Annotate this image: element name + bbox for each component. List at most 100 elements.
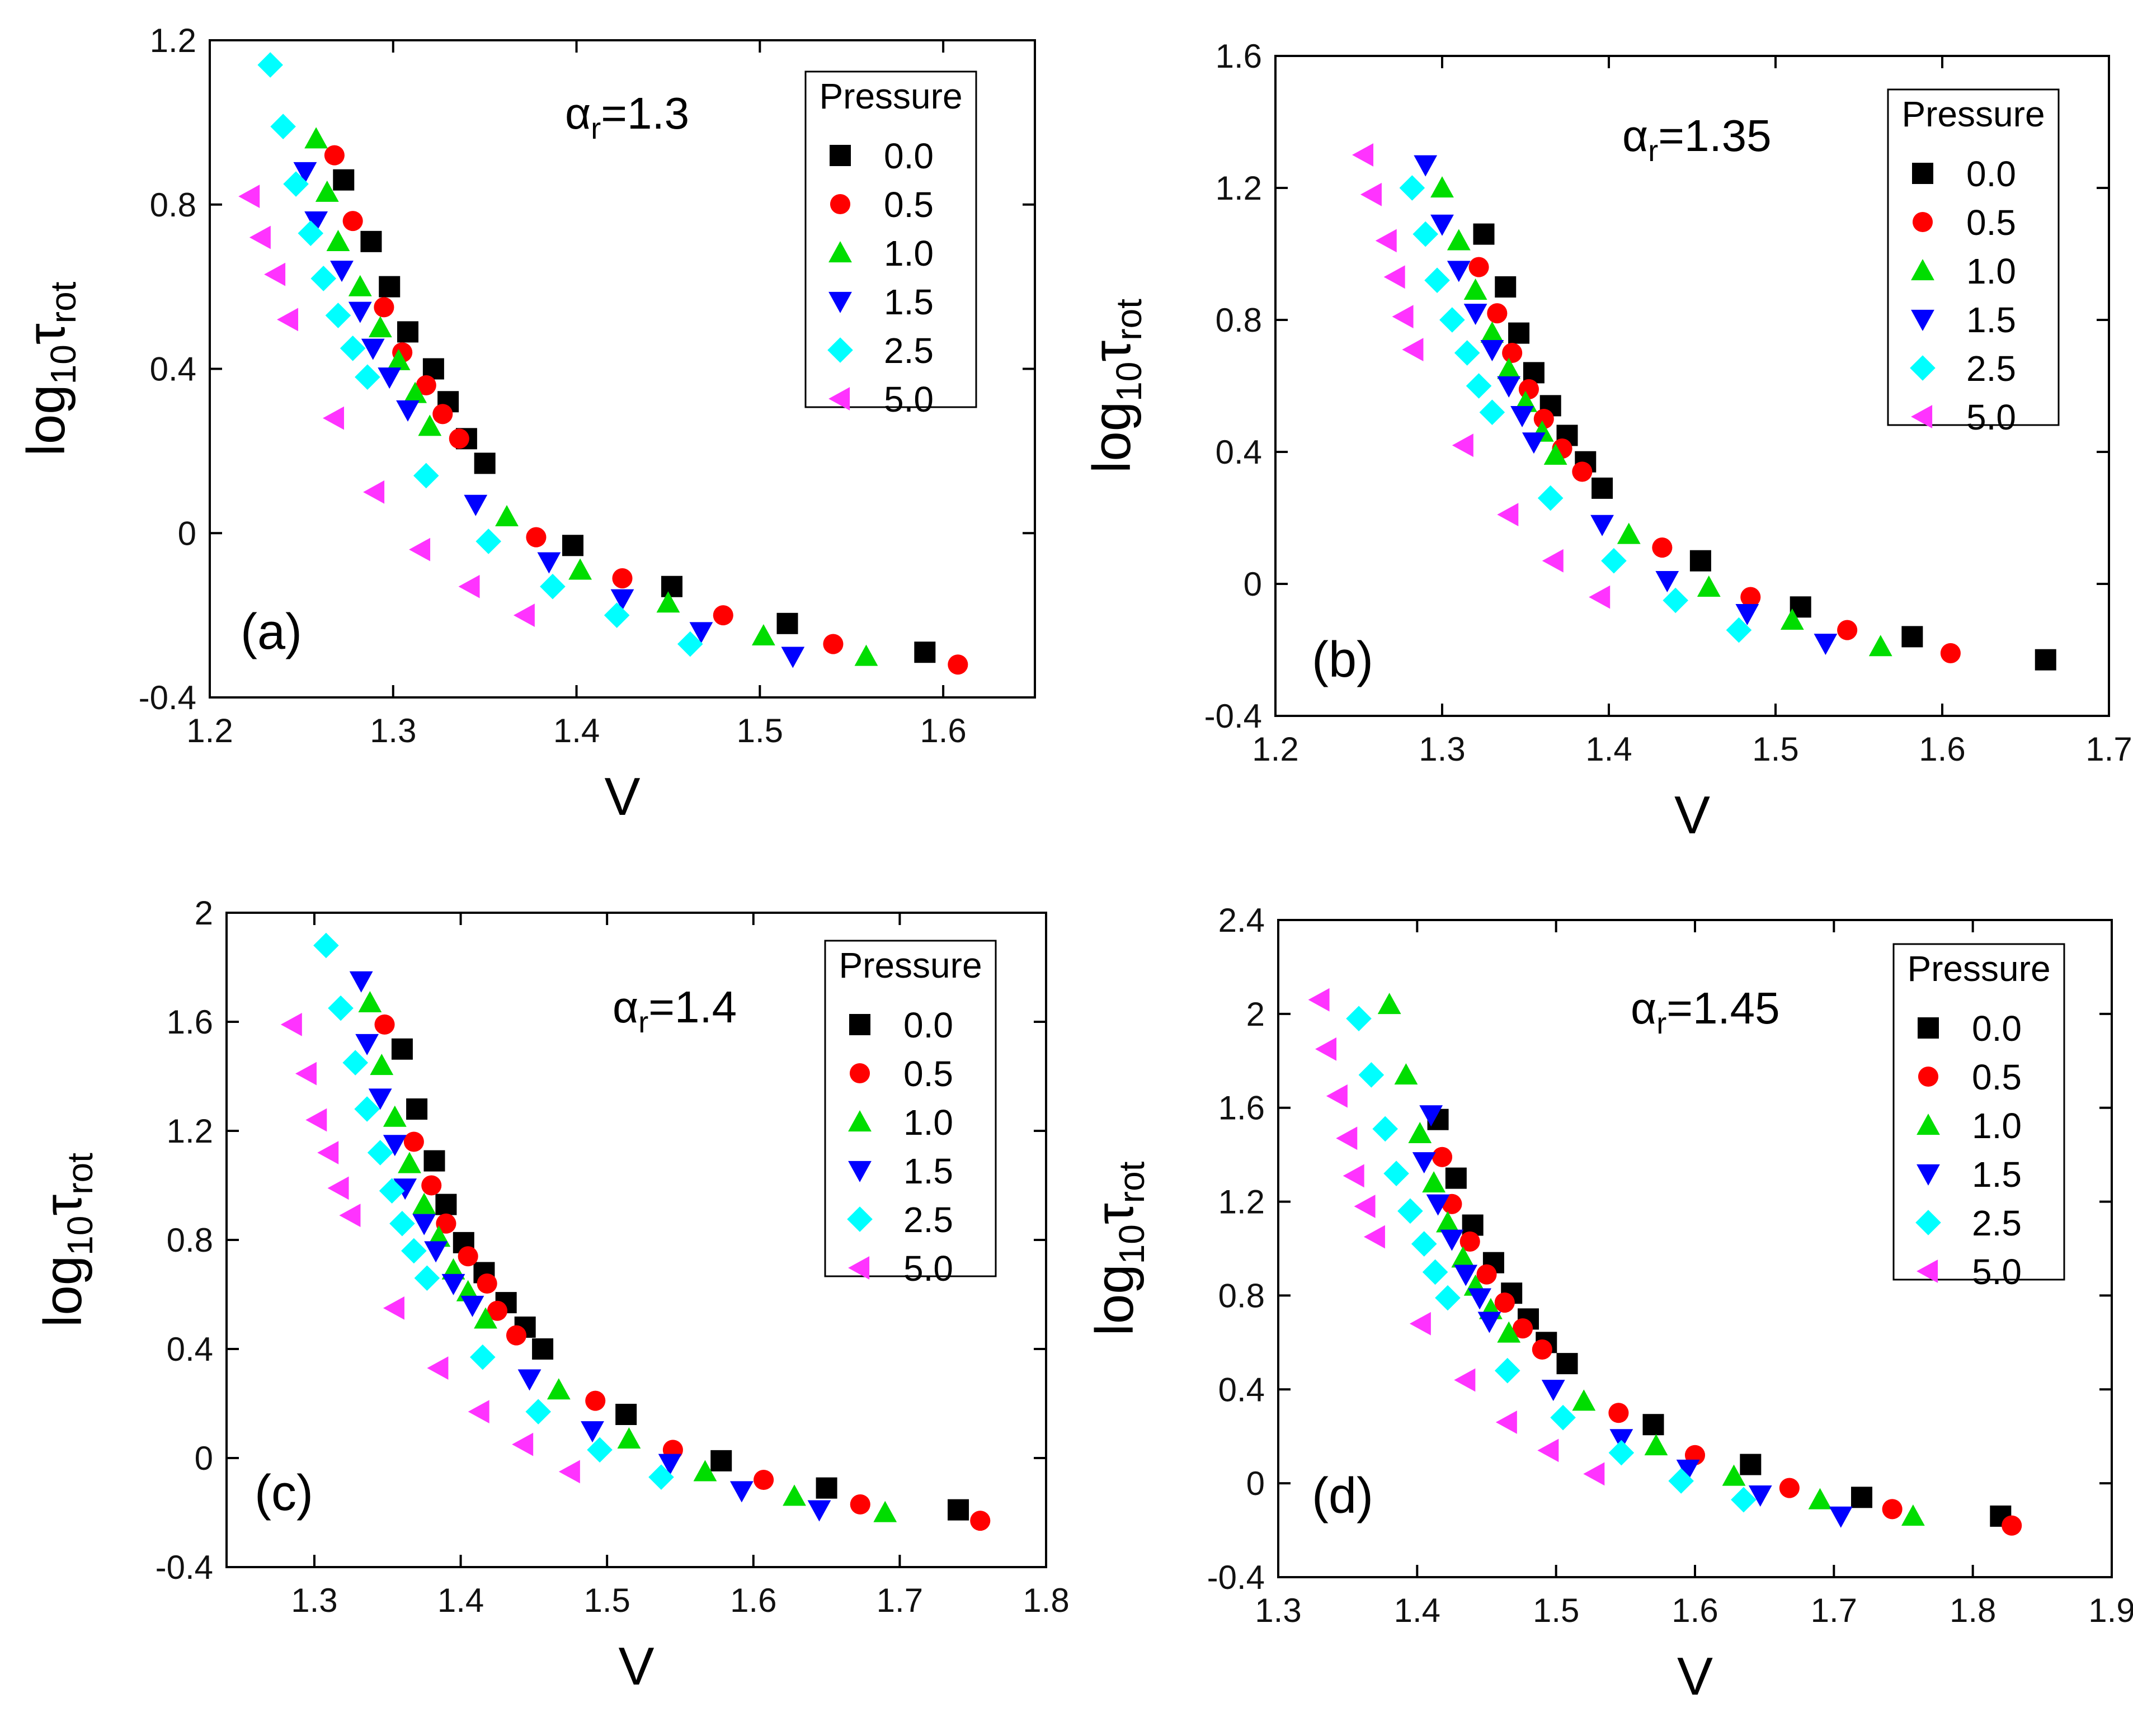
legend-marker bbox=[1912, 211, 1933, 233]
data-point bbox=[948, 654, 968, 675]
data-point bbox=[1432, 1147, 1453, 1167]
alpha-label: αr=1.45 bbox=[1631, 983, 1780, 1040]
data-point bbox=[604, 602, 630, 628]
data-point bbox=[257, 52, 283, 78]
data-point bbox=[358, 990, 382, 1012]
y-axis-title: log10τrot bbox=[33, 1153, 100, 1327]
data-point bbox=[751, 624, 775, 645]
data-point bbox=[677, 631, 703, 657]
series-1-0 bbox=[304, 127, 878, 666]
data-point bbox=[1541, 1380, 1565, 1402]
panel-label: (c) bbox=[255, 1465, 313, 1521]
data-point bbox=[1352, 143, 1374, 167]
data-point bbox=[396, 400, 420, 422]
data-point bbox=[348, 301, 372, 323]
data-point bbox=[1397, 1198, 1423, 1224]
data-point bbox=[1589, 585, 1611, 609]
data-point bbox=[1419, 1105, 1443, 1127]
data-point bbox=[873, 1501, 897, 1522]
data-point bbox=[1779, 1478, 1800, 1498]
data-point bbox=[1459, 1231, 1480, 1252]
data-point bbox=[1372, 1116, 1399, 1142]
legend-label: 2.5 bbox=[1972, 1203, 2022, 1243]
x-tick-label: 1.5 bbox=[1533, 1592, 1579, 1629]
panel-label: (a) bbox=[241, 604, 302, 660]
data-point bbox=[468, 1400, 489, 1424]
data-point bbox=[585, 1390, 606, 1411]
data-point bbox=[1851, 1487, 1872, 1508]
x-tick-label: 1.2 bbox=[186, 712, 233, 749]
data-point bbox=[348, 275, 372, 296]
x-tick-label: 1.4 bbox=[1394, 1592, 1440, 1629]
data-point bbox=[1735, 604, 1759, 625]
panel-b: 1.2 1.3 1.4 1.5 1.6 1.7 -0.4 0 0.4 0.8 1.2 1.6 Vlog1… bbox=[1082, 37, 2132, 845]
data-point bbox=[537, 552, 561, 574]
x-tick-label: 1.3 bbox=[1419, 730, 1465, 768]
data-point bbox=[298, 220, 324, 246]
data-point bbox=[1868, 635, 1892, 657]
data-point bbox=[403, 1131, 424, 1152]
data-point bbox=[850, 1494, 870, 1515]
data-point bbox=[854, 644, 878, 666]
data-point bbox=[713, 605, 733, 626]
data-point bbox=[277, 308, 299, 332]
data-point bbox=[506, 1325, 527, 1346]
data-point bbox=[460, 1295, 484, 1317]
legend-title: Pressure bbox=[1907, 949, 2050, 989]
data-point bbox=[1572, 1389, 1596, 1411]
legend-title: Pressure bbox=[819, 76, 962, 116]
data-point bbox=[383, 1135, 407, 1157]
data-point bbox=[1363, 1225, 1385, 1249]
data-point bbox=[558, 1460, 580, 1484]
data-point bbox=[449, 428, 469, 449]
legend-label: 1.0 bbox=[884, 233, 934, 273]
legend-marker bbox=[1911, 405, 1933, 428]
data-point bbox=[495, 504, 519, 526]
data-point bbox=[393, 1178, 417, 1200]
data-point bbox=[1315, 1037, 1337, 1061]
data-point bbox=[1377, 993, 1401, 1015]
x-tick-label: 1.6 bbox=[1671, 1592, 1718, 1629]
data-point bbox=[1422, 1259, 1448, 1285]
data-point bbox=[540, 573, 566, 600]
data-point bbox=[1343, 1164, 1364, 1188]
data-point bbox=[1399, 175, 1425, 201]
data-point bbox=[612, 568, 633, 589]
data-point bbox=[421, 1175, 442, 1196]
legend-marker bbox=[827, 337, 853, 363]
data-point bbox=[1494, 1292, 1515, 1313]
data-point bbox=[1412, 1152, 1436, 1174]
x-axis-title: V bbox=[1674, 785, 1710, 845]
data-point bbox=[1412, 221, 1438, 247]
data-point bbox=[283, 171, 309, 197]
data-point bbox=[1533, 408, 1554, 430]
data-point bbox=[374, 297, 394, 318]
data-point bbox=[317, 1141, 339, 1164]
data-point bbox=[658, 1454, 682, 1475]
y-tick-label: -0.4 bbox=[1207, 1559, 1265, 1596]
series-0-5 bbox=[1468, 257, 1961, 663]
data-point bbox=[1430, 214, 1454, 236]
data-point bbox=[1537, 1438, 1559, 1463]
data-point bbox=[322, 406, 344, 430]
legend-label: 5.0 bbox=[903, 1248, 953, 1289]
legend-label: 1.0 bbox=[1972, 1106, 2022, 1146]
y-axis-title: log10τrot bbox=[16, 281, 83, 456]
data-point bbox=[436, 1213, 456, 1234]
x-tick-label: 1.6 bbox=[920, 712, 966, 749]
data-point bbox=[693, 1460, 717, 1482]
legend-label: 1.5 bbox=[1972, 1154, 2022, 1195]
x-tick-label: 1.6 bbox=[730, 1582, 776, 1619]
data-point bbox=[389, 1210, 415, 1237]
data-point bbox=[1354, 1195, 1376, 1218]
x-tick-label: 1.8 bbox=[1950, 1592, 1996, 1629]
data-point bbox=[513, 603, 535, 628]
data-point bbox=[391, 1038, 413, 1060]
data-point bbox=[1556, 1353, 1578, 1375]
data-point bbox=[363, 480, 385, 504]
data-point bbox=[1358, 1062, 1385, 1088]
data-point bbox=[1468, 257, 1489, 277]
series-5-0 bbox=[1352, 143, 1611, 609]
data-point bbox=[458, 1246, 478, 1267]
data-point bbox=[547, 1378, 571, 1400]
